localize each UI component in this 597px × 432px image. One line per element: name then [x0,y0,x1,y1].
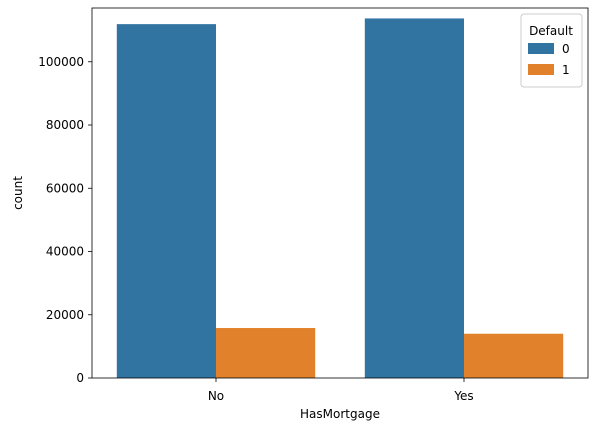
x-tick-label: No [208,389,224,403]
bars [116,18,564,378]
x-axis-label: HasMortgage [300,407,380,421]
x-tick-label: Yes [453,389,473,403]
y-tick-label: 40000 [46,245,84,259]
legend-swatch-1 [528,64,554,75]
y-tick-label: 60000 [46,181,84,195]
bar-no-default-0 [116,24,216,378]
bar-yes-default-1 [464,333,564,378]
legend-label-1: 1 [562,63,570,77]
legend-label-0: 0 [562,42,570,56]
y-axis: 0 20000 40000 60000 80000 100000 [38,55,92,385]
y-tick-label: 20000 [46,308,84,322]
legend-swatch-0 [528,43,554,54]
y-tick-label: 0 [76,371,84,385]
y-tick-label: 100000 [38,55,84,69]
bar-yes-default-0 [364,18,464,378]
legend-items: 01 [528,42,570,77]
legend: Default 01 [520,13,583,88]
x-axis: No Yes [208,378,474,403]
plot-frame [91,7,589,379]
legend-title: Default [529,24,573,38]
y-axis-label: count [11,176,25,210]
y-tick-label: 80000 [46,118,84,132]
bar-no-default-1 [216,328,316,378]
